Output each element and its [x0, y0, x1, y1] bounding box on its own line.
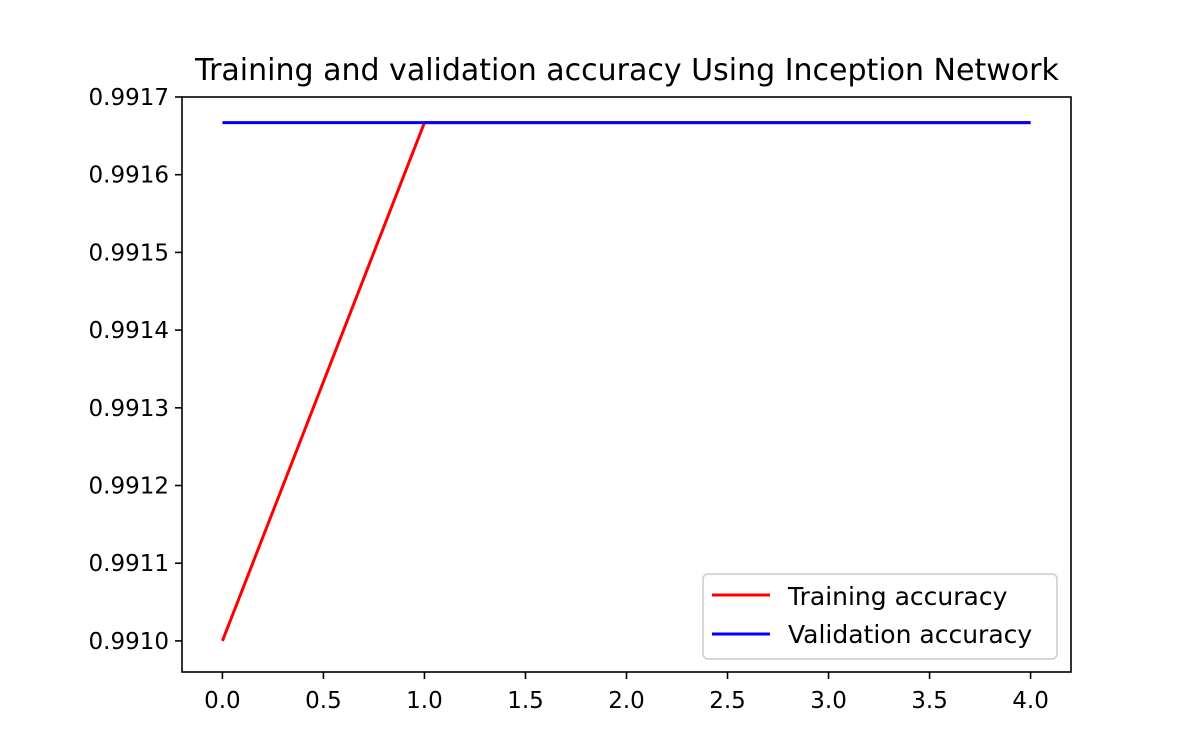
x-tick-label: 1.0	[406, 688, 443, 714]
x-tick-label: 1.5	[507, 688, 544, 714]
legend: Training accuracy Validation accuracy	[702, 573, 1058, 660]
y-tick-label: 0.9913	[89, 396, 169, 422]
y-tick-label: 0.9911	[89, 551, 169, 577]
y-tick-label: 0.9910	[89, 629, 169, 655]
y-tick-label: 0.9917	[89, 85, 169, 111]
x-tick-label: 2.5	[709, 688, 746, 714]
legend-label-validation: Validation accuracy	[788, 620, 1032, 649]
x-tick-label: 0.0	[204, 688, 241, 714]
legend-box	[702, 573, 1058, 660]
x-axis: 0.0 0.5 1.0 1.5 2.0 2.5 3.0 3.5 4.0	[204, 672, 1049, 714]
x-tick-label: 0.5	[305, 688, 342, 714]
series-line-training	[221, 121, 1031, 642]
y-tick-label: 0.9912	[89, 474, 169, 500]
x-tick-label: 4.0	[1012, 688, 1049, 714]
chart-title: Training and validation accuracy Using I…	[194, 53, 1059, 88]
y-tick-label: 0.9915	[89, 240, 169, 266]
y-tick-label: 0.9914	[89, 318, 169, 344]
x-tick-label: 2.0	[608, 688, 645, 714]
x-tick-label: 3.5	[911, 688, 948, 714]
series-layer	[221, 121, 1031, 642]
y-tick-label: 0.9916	[89, 163, 169, 189]
y-axis: 0.9910 0.9911 0.9912 0.9913 0.9914 0.9915 0.99…	[89, 85, 182, 655]
legend-label-training: Training accuracy	[787, 582, 1008, 611]
x-tick-label: 3.0	[810, 688, 847, 714]
